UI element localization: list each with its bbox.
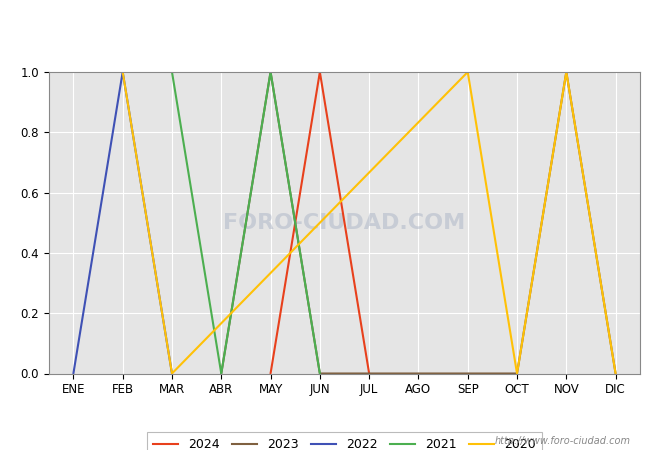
Text: http://www.foro-ciudad.com: http://www.foro-ciudad.com (495, 436, 630, 446)
Text: Matriculaciones de Vehiculos en Portaje: Matriculaciones de Vehiculos en Portaje (146, 16, 504, 34)
Text: FORO-CIUDAD.COM: FORO-CIUDAD.COM (224, 213, 465, 233)
Legend: 2024, 2023, 2022, 2021, 2020: 2024, 2023, 2022, 2021, 2020 (147, 432, 542, 450)
